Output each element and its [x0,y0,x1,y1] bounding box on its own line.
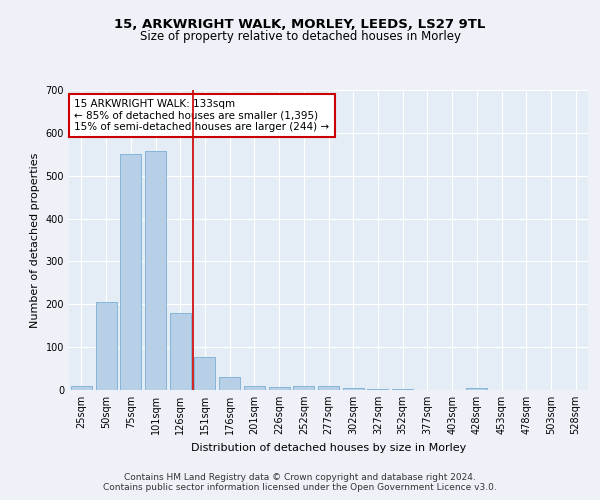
Bar [466,388,487,390]
Bar [318,386,339,390]
Bar [145,152,166,390]
Bar [219,377,240,390]
Text: Contains HM Land Registry data © Crown copyright and database right 2024.
Contai: Contains HM Land Registry data © Crown c… [103,473,497,492]
Bar [120,154,141,390]
Bar [194,356,215,390]
Bar [95,302,116,390]
Bar [71,386,92,390]
Bar [269,387,290,390]
Text: Size of property relative to detached houses in Morley: Size of property relative to detached ho… [139,30,461,43]
Bar [170,313,191,390]
X-axis label: Distribution of detached houses by size in Morley: Distribution of detached houses by size … [191,442,466,452]
Bar [343,388,364,390]
Text: 15, ARKWRIGHT WALK, MORLEY, LEEDS, LS27 9TL: 15, ARKWRIGHT WALK, MORLEY, LEEDS, LS27 … [115,18,485,30]
Y-axis label: Number of detached properties: Number of detached properties [30,152,40,328]
Bar [367,388,388,390]
Bar [293,386,314,390]
Bar [392,388,413,390]
Bar [244,386,265,390]
Text: 15 ARKWRIGHT WALK: 133sqm
← 85% of detached houses are smaller (1,395)
15% of se: 15 ARKWRIGHT WALK: 133sqm ← 85% of detac… [74,99,329,132]
